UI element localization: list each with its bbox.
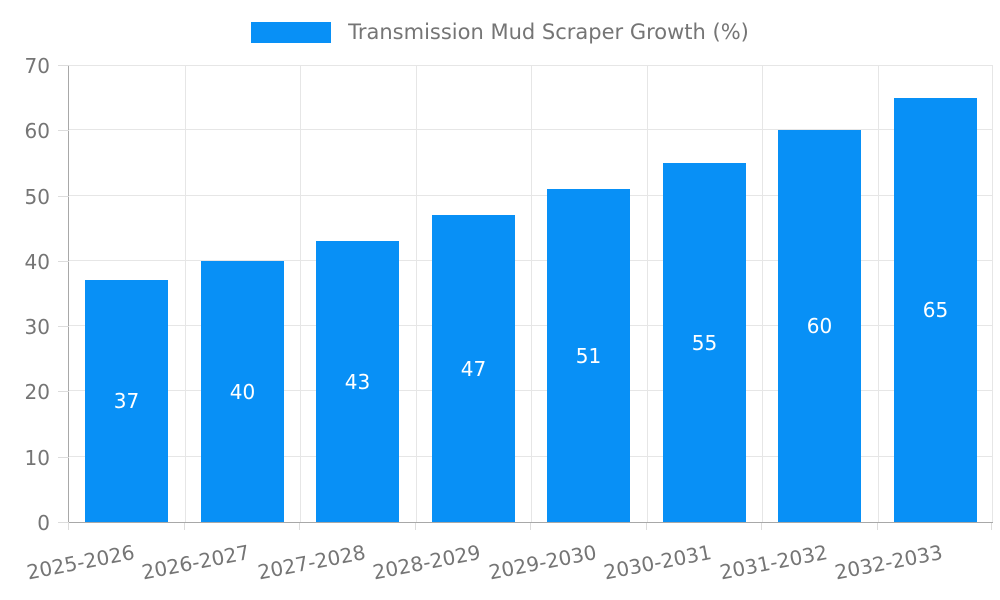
bar[interactable]: 51 [547, 189, 630, 522]
y-tick-mark [58, 522, 69, 523]
y-tick-label: 70 [24, 54, 50, 78]
legend-label: Transmission Mud Scraper Growth (%) [348, 20, 749, 44]
gridline-vertical [647, 65, 648, 522]
bar[interactable]: 43 [316, 241, 399, 522]
x-tick-mark [646, 523, 647, 530]
bar-value-label: 43 [344, 369, 371, 394]
bar-value-label: 40 [229, 379, 256, 404]
x-tick-mark [991, 523, 992, 530]
x-tick-label: 2028-2029 [370, 540, 483, 585]
y-tick-mark [58, 261, 69, 262]
bar[interactable]: 40 [201, 261, 284, 522]
x-tick-label: 2032-2033 [832, 540, 945, 585]
bar[interactable]: 65 [894, 98, 977, 522]
y-tick-label: 50 [24, 185, 50, 209]
y-tick-label: 30 [24, 315, 50, 339]
bar[interactable]: 55 [663, 163, 746, 522]
x-tick-mark [530, 523, 531, 530]
bar-value-label: 51 [575, 343, 602, 368]
y-tick-label: 10 [24, 446, 50, 470]
x-tick-mark [877, 523, 878, 530]
gridline-vertical [762, 65, 763, 522]
bar[interactable]: 37 [85, 280, 168, 522]
y-tick-label: 60 [24, 119, 50, 143]
gridline-vertical [300, 65, 301, 522]
bar-value-label: 47 [460, 356, 487, 381]
x-tick-label: 2025-2026 [24, 540, 137, 585]
x-tick-mark [184, 523, 185, 530]
x-tick-mark [68, 523, 69, 530]
y-tick-label: 0 [37, 511, 50, 535]
y-tick-label: 40 [24, 250, 50, 274]
legend-swatch [251, 21, 332, 43]
gridline-vertical [416, 65, 417, 522]
bar-value-label: 65 [922, 298, 949, 322]
gridline-vertical [185, 65, 186, 522]
y-tick-mark [58, 196, 69, 197]
gridline-vertical [878, 65, 879, 522]
y-tick-mark [58, 65, 69, 66]
bar[interactable]: 60 [778, 130, 861, 522]
bar-value-label: 55 [691, 330, 718, 355]
x-tick-label: 2031-2032 [717, 540, 830, 585]
x-tick-mark [761, 523, 762, 530]
bar-value-label: 60 [806, 314, 833, 338]
gridline-vertical [531, 65, 532, 522]
bar-value-label: 37 [113, 389, 140, 413]
x-tick-label: 2027-2028 [255, 540, 368, 585]
x-tick-label: 2029-2030 [486, 540, 599, 585]
x-tick-label: 2026-2027 [139, 540, 252, 585]
y-tick-mark [58, 391, 69, 392]
y-tick-mark [58, 326, 69, 327]
gridline-vertical [992, 65, 993, 522]
y-tick-mark [58, 130, 69, 131]
plot-area: 37 40 43 47 51 55 60 65 [68, 65, 993, 523]
y-tick-mark [58, 457, 69, 458]
x-tick-mark [299, 523, 300, 530]
y-tick-label: 20 [24, 380, 50, 404]
bar[interactable]: 47 [432, 215, 515, 522]
chart-legend[interactable]: Transmission Mud Scraper Growth (%) [0, 20, 1000, 44]
x-tick-mark [415, 523, 416, 530]
x-tick-label: 2030-2031 [601, 540, 714, 585]
